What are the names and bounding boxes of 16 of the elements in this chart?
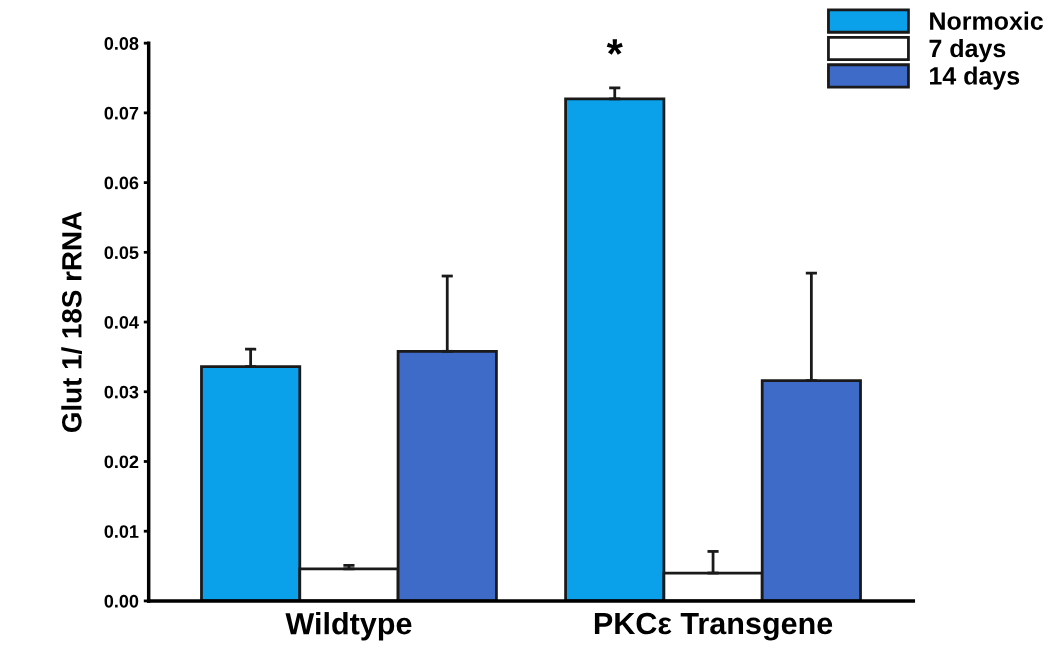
y-axis-title: Glut 1/ 18S rRNA [61,211,82,433]
legend-label: 7 days [929,38,1006,63]
y-tick-label: 0.06 [104,176,139,190]
y-tick-label: 0.00 [104,594,139,608]
annotation: * [606,39,623,55]
y-tick-label: 0.04 [104,315,139,329]
legend-label: Normoxic [930,11,1044,30]
y-tick-label: 0.01 [104,525,139,538]
y-tick-label: 0.02 [104,455,139,469]
y-tick-label: 0.07 [104,106,139,120]
x-tick-label: Wildtype [285,612,412,641]
y-tick-label: 0.05 [104,246,139,260]
y-tick-label: 0.03 [104,385,139,399]
y-tick-label: 0.08 [104,37,139,50]
legend-label: 14 days [930,66,1020,90]
x-tick-label: PKCε Transgene [594,612,833,641]
